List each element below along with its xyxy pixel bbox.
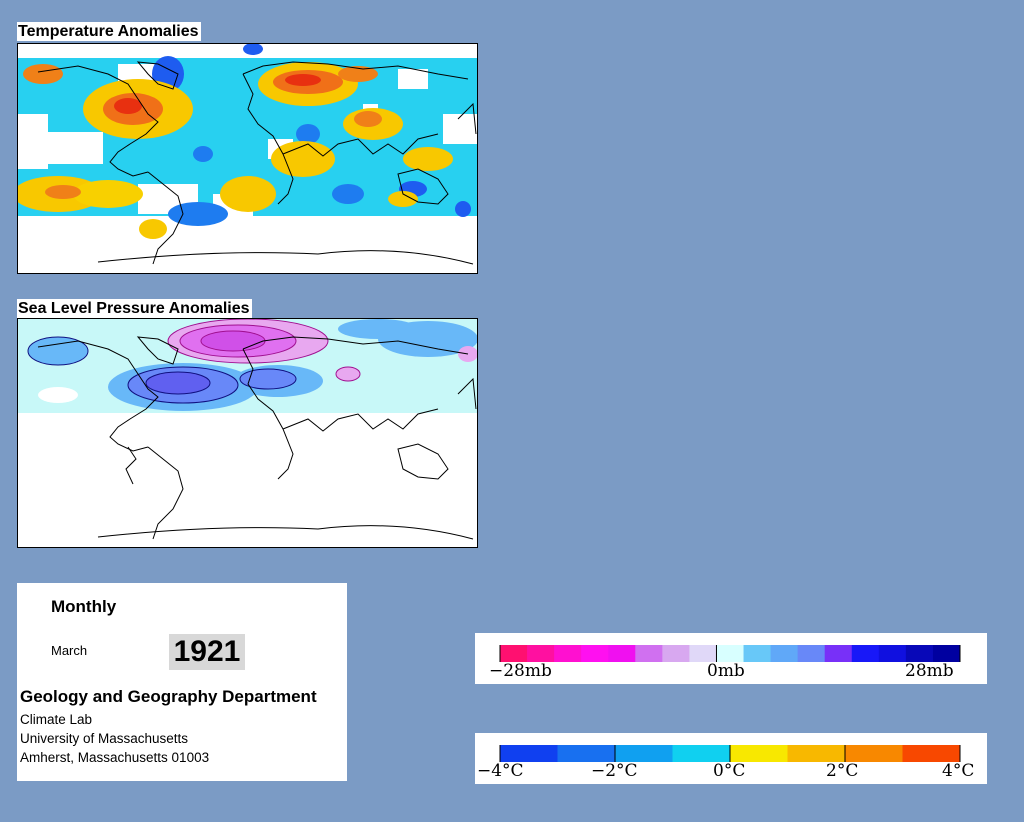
- lab-label: Climate Lab: [20, 712, 93, 727]
- legend-swatch: [527, 645, 555, 662]
- pressure-colorbar: [499, 645, 961, 662]
- legend-swatch: [845, 745, 903, 762]
- temp-coastlines: [37, 61, 477, 265]
- pressure-legend-max: 28mb: [905, 661, 954, 681]
- legend-swatch: [615, 745, 673, 762]
- month-label: March: [51, 643, 88, 658]
- legend-swatch: [787, 745, 846, 762]
- temperature-title: Temperature Anomalies: [17, 22, 201, 41]
- legend-swatch: [932, 645, 961, 662]
- year-label: 1921: [169, 634, 245, 670]
- legend-swatch: [730, 745, 788, 762]
- legend-swatch: [672, 745, 731, 762]
- legend-swatch: [905, 645, 934, 662]
- pressure-map-svg: [18, 319, 477, 547]
- temperature-colorbar: [499, 745, 961, 762]
- legend-swatch: [878, 645, 907, 662]
- pressure-title: Sea Level Pressure Anomalies: [17, 299, 252, 318]
- legend-swatch: [500, 645, 528, 662]
- info-panel: Monthly March 1921 Geology and Geography…: [17, 583, 347, 781]
- legend-swatch: [902, 745, 961, 762]
- legend-swatch: [557, 745, 616, 762]
- legend-swatch: [662, 645, 690, 662]
- temperature-legend-plus4: 4°C: [942, 761, 975, 781]
- temperature-legend: −4°C −2°C 0°C 2°C 4°C: [475, 733, 987, 784]
- period-label: Monthly: [51, 597, 117, 616]
- temperature-legend-plus2: 2°C: [826, 761, 859, 781]
- legend-swatch: [554, 645, 582, 662]
- legend-swatch: [851, 645, 880, 662]
- temperature-legend-minus2: −2°C: [591, 761, 638, 781]
- slp-contours-low: [27, 336, 297, 404]
- pressure-legend-zero: 0mb: [707, 661, 745, 681]
- university-label: University of Massachusetts: [20, 731, 189, 746]
- legend-swatch: [581, 645, 609, 662]
- legend-swatch: [500, 745, 558, 762]
- legend-swatch: [743, 645, 772, 662]
- legend-swatch: [716, 645, 745, 662]
- legend-swatch: [770, 645, 799, 662]
- temp-nodata-west: [18, 114, 48, 169]
- temperature-legend-zero: 0°C: [713, 761, 746, 781]
- slp-nodata-south: [18, 413, 477, 547]
- address-label: Amherst, Massachusetts 01003: [20, 750, 210, 765]
- legend-swatch: [608, 645, 636, 662]
- pressure-legend: −28mb 0mb 28mb: [475, 633, 987, 684]
- temperature-map-svg: [18, 44, 477, 273]
- department-label: Geology and Geography Department: [20, 687, 317, 706]
- pressure-anomaly-map: [17, 318, 478, 548]
- legend-swatch: [689, 645, 717, 662]
- legend-swatch: [824, 645, 853, 662]
- slp-coastlines: [37, 336, 477, 540]
- temperature-anomaly-map: [17, 43, 478, 274]
- temperature-legend-minus4: −4°C: [477, 761, 524, 781]
- temp-nodata-south: [18, 216, 477, 273]
- pressure-legend-min: −28mb: [489, 661, 552, 681]
- legend-swatch: [635, 645, 663, 662]
- legend-swatch: [797, 645, 826, 662]
